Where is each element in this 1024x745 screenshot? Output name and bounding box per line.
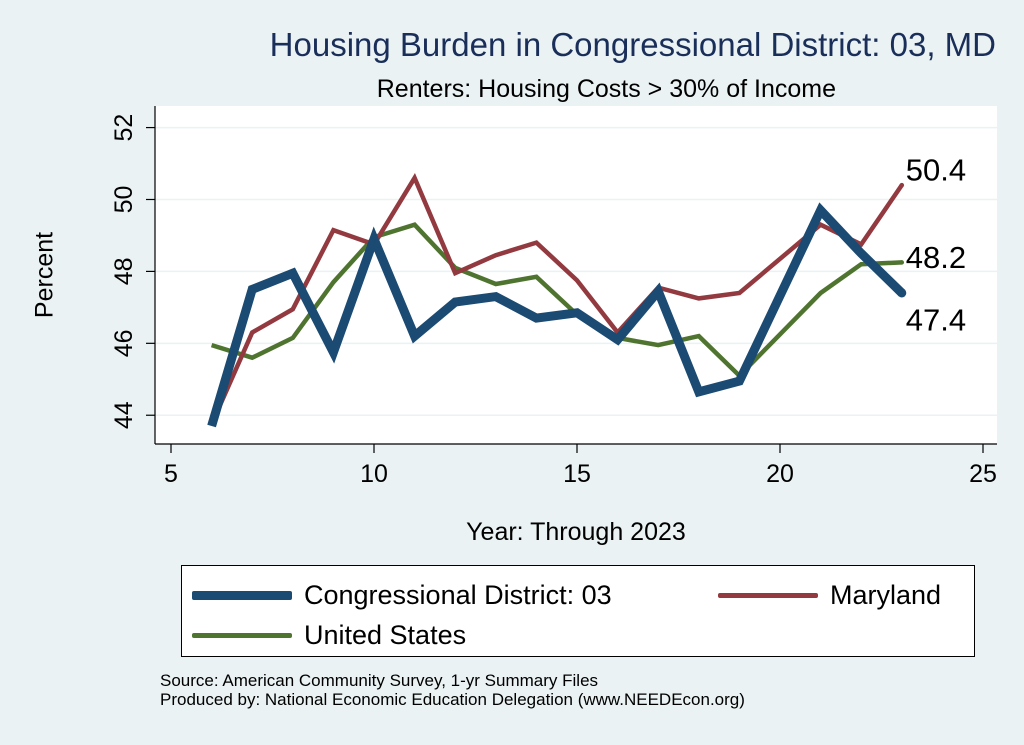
x-tick-label: 10 [360,460,388,488]
chart-subtitle: Renters: Housing Costs > 30% of Income [376,75,836,103]
series-endpoint-united-states [899,260,905,265]
legend-item-united-states: United States [192,620,466,651]
y-tick-label: 52 [110,114,138,142]
x-tick-label: 15 [563,460,591,488]
series-endpoint-congressional-district-03 [897,288,907,298]
y-tick-label: 44 [110,401,138,429]
legend-label-district: Congressional District: 03 [304,580,612,610]
legend-swatch-maryland [718,593,818,598]
legend-label-maryland: Maryland [830,580,942,610]
legend-label-united-states: United States [304,620,467,650]
y-tick-label: 50 [110,186,138,214]
producer-line: Produced by: National Economic Education… [160,690,745,709]
end-value-label: 47.4 [906,302,966,337]
chart-title: Housing Burden in Congressional District… [269,26,996,63]
series-line-maryland [209,172,904,426]
legend: Congressional District: 03 Maryland Unit… [181,565,975,657]
end-labels: 47.4 50.4 48.2 [906,153,966,338]
series-line-united-states [210,222,902,379]
x-tick-label: 25 [969,460,997,488]
y-tick-label: 46 [110,329,138,357]
series-line-congressional-district-03 [207,202,905,428]
source-note: Source: American Community Survey, 1-yr … [160,671,745,709]
x-axis-label: Year: Through 2023 [466,518,686,546]
series-lines [207,172,907,428]
axes: 44 46 48 50 52 5 10 15 20 25 [110,106,997,488]
legend-item-maryland: Maryland [718,580,941,611]
y-tick-label: 48 [110,257,138,285]
legend-swatch-united-states [192,633,292,638]
source-line: Source: American Community Survey, 1-yr … [160,671,599,690]
end-value-label: 50.4 [906,153,966,188]
legend-item-district: Congressional District: 03 [192,580,612,611]
y-axis-label: Percent [30,231,59,319]
legend-swatch-district [192,591,292,600]
x-tick-label: 5 [164,460,178,488]
series-endpoint-maryland [899,182,905,188]
end-value-label: 48.2 [906,240,966,275]
x-tick-label: 20 [766,460,794,488]
